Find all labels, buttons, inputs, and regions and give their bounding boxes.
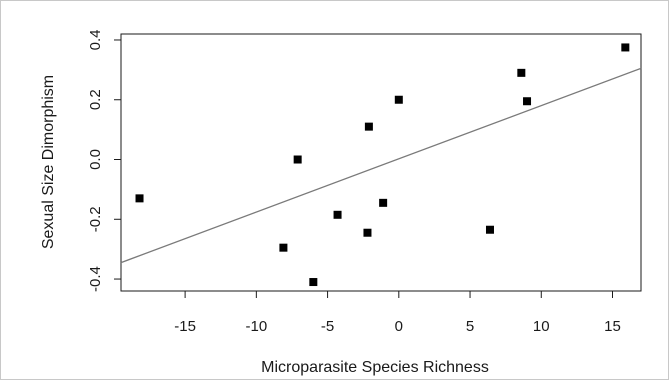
- data-point: [309, 278, 317, 286]
- x-tick-label: 5: [466, 318, 474, 335]
- regression-line-layer: [121, 68, 641, 262]
- data-point: [379, 199, 387, 207]
- data-point: [486, 226, 494, 234]
- data-point: [365, 123, 373, 131]
- data-point: [136, 194, 144, 202]
- x-tick-label: -15: [174, 318, 196, 335]
- data-point: [621, 43, 629, 51]
- y-tick-label: 0.0: [87, 149, 104, 170]
- y-tick-label: 0.4: [87, 30, 104, 51]
- y-axis-label: Sexual Size Dimorphism: [40, 75, 57, 249]
- y-tick-label: 0.2: [87, 89, 104, 110]
- x-tick-label: -5: [321, 318, 334, 335]
- data-point: [517, 69, 525, 77]
- plot-frame: [121, 34, 641, 291]
- data-point: [363, 229, 371, 237]
- regression-line: [121, 68, 641, 262]
- x-axis: -15 -10 -5 0 5 10 15: [174, 291, 621, 335]
- data-point: [523, 97, 531, 105]
- data-point: [395, 96, 403, 104]
- y-tick-label: -0.4: [87, 266, 104, 292]
- x-tick-label: -10: [245, 318, 267, 335]
- data-point: [294, 156, 302, 164]
- y-axis: -0.4 -0.2 0.0 0.2 0.4: [87, 30, 121, 292]
- data-point: [279, 244, 287, 252]
- x-tick-label: 15: [604, 318, 621, 335]
- x-tick-label: 0: [395, 318, 403, 335]
- x-axis-label: Microparasite Species Richness: [261, 359, 489, 376]
- data-point: [334, 211, 342, 219]
- x-tick-label: 10: [533, 318, 550, 335]
- y-tick-label: -0.2: [87, 206, 104, 232]
